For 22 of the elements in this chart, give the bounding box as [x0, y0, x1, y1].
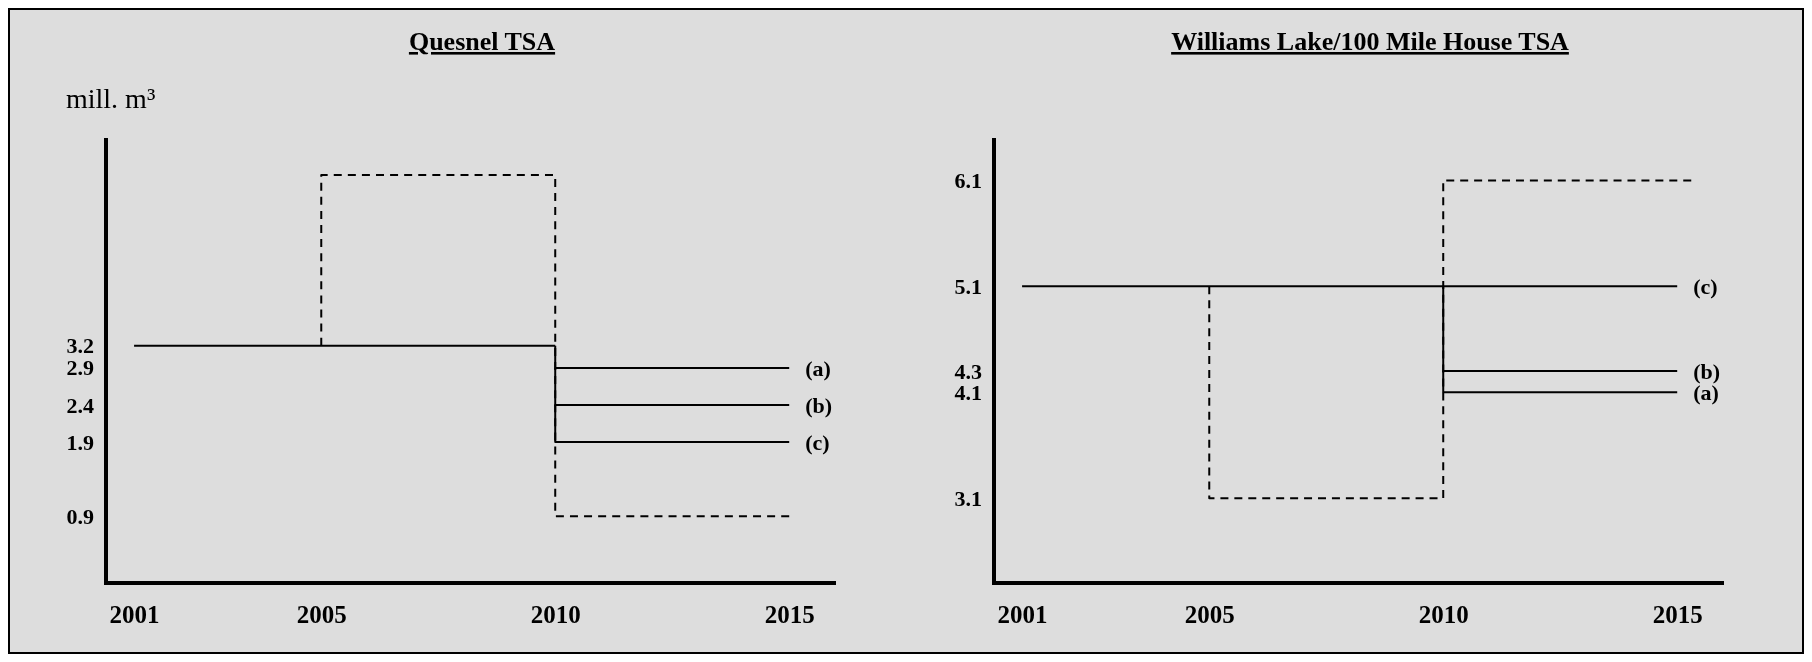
y-tick-label: 1.9 — [66, 429, 94, 455]
x-tick-label: 2015 — [1652, 600, 1703, 628]
x-tick-label: 2005 — [1184, 600, 1235, 628]
y-tick-label: 2.4 — [66, 392, 94, 418]
y-tick-label: 0.9 — [66, 503, 94, 529]
series-label: (a) — [805, 355, 831, 381]
series-label: (b) — [805, 393, 833, 418]
y-tick-label: 5.1 — [954, 273, 982, 299]
x-tick-label: 2015 — [764, 600, 815, 628]
series-label: (b) — [1693, 359, 1721, 385]
y-axis-title: mill. m³ — [66, 83, 156, 114]
chart-title: Williams Lake/100 Mile House TSA — [1171, 27, 1570, 56]
x-tick-label: 2010 — [1418, 600, 1469, 628]
x-tick-label: 2005 — [296, 600, 347, 628]
y-tick-label: 6.1 — [954, 167, 982, 193]
x-tick-label: 2001 — [997, 600, 1048, 628]
y-tick-label: 3.1 — [954, 485, 982, 511]
x-tick-label: 2001 — [109, 600, 160, 628]
series-label: (c) — [805, 430, 830, 456]
series-label: (c) — [1693, 274, 1718, 300]
chart-title: Quesnel TSA — [408, 27, 556, 56]
x-tick-label: 2010 — [530, 600, 581, 628]
